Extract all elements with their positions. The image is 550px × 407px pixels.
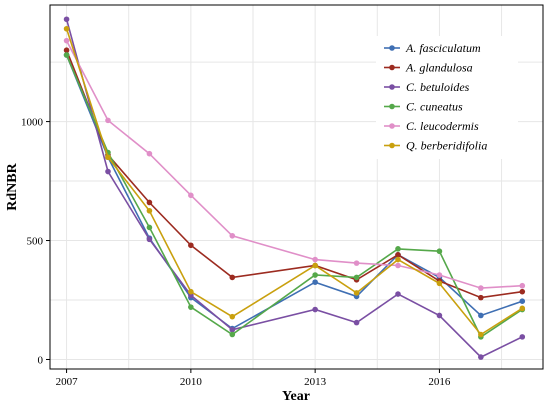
- data-point-a-glandulosa: [478, 294, 484, 301]
- legend: A. fasciculatum A. glandulosa C. betuloide…: [376, 36, 518, 159]
- data-point-q-berberidifolia: [105, 154, 111, 161]
- data-point-q-berberidifolia: [436, 280, 443, 287]
- data-point-c-cuneatus: [146, 224, 153, 231]
- data-point-a-glandulosa: [519, 288, 526, 295]
- data-point-c-leucodermis: [146, 150, 153, 157]
- legend-label: C. cuneatus: [406, 100, 463, 114]
- legend-label: C. leucodermis: [406, 119, 479, 133]
- legend-swatch-point: [389, 123, 395, 129]
- legend-label: A. fasciculatum: [405, 41, 481, 55]
- legend-swatch-point: [389, 84, 395, 90]
- legend-label: A. glandulosa: [405, 61, 473, 75]
- data-point-c-betuloides: [478, 354, 484, 360]
- series-lines: [63, 16, 526, 360]
- legend-swatch-point: [389, 142, 395, 149]
- x-tick-label: 2016: [428, 376, 451, 388]
- legend-label: C. betuloides: [406, 80, 470, 94]
- y-tick-label: 0: [38, 354, 44, 366]
- data-point-q-berberidifolia: [146, 207, 153, 214]
- data-point-q-berberidifolia: [353, 290, 360, 296]
- data-point-c-betuloides: [353, 319, 360, 326]
- data-point-c-leucodermis: [353, 260, 360, 266]
- data-point-c-leucodermis: [63, 37, 70, 44]
- data-point-c-leucodermis: [229, 232, 236, 239]
- grid-lines: [50, 5, 543, 369]
- y-tick-label: 500: [27, 236, 44, 248]
- x-tick-label: 2013: [304, 376, 327, 388]
- data-point-a-fasciculatum: [519, 298, 526, 304]
- data-point-c-leucodermis: [519, 282, 526, 289]
- axes: 2007 2010 2013 2016 0 500 1000: [21, 117, 451, 388]
- data-point-c-cuneatus: [353, 274, 360, 281]
- data-point-q-berberidifolia: [312, 262, 318, 269]
- data-point-c-cuneatus: [312, 272, 318, 278]
- data-point-c-cuneatus: [229, 331, 236, 338]
- plot-border: [49, 4, 544, 370]
- data-point-q-berberidifolia: [478, 331, 484, 338]
- data-point-c-betuloides: [146, 236, 153, 243]
- data-point-c-betuloides: [436, 312, 443, 319]
- data-point-q-berberidifolia: [188, 288, 194, 295]
- data-point-q-berberidifolia: [229, 313, 236, 320]
- data-point-q-berberidifolia: [519, 305, 526, 312]
- data-point-c-betuloides: [519, 334, 526, 340]
- data-point-c-betuloides: [395, 291, 401, 297]
- data-point-c-cuneatus: [395, 246, 401, 252]
- data-point-c-cuneatus: [63, 52, 70, 58]
- legend-swatch-point: [389, 45, 395, 51]
- data-point-c-cuneatus: [436, 248, 443, 255]
- y-axis-title: RdNBR: [5, 162, 20, 210]
- data-point-a-glandulosa: [146, 199, 153, 206]
- data-point-c-cuneatus: [188, 304, 194, 310]
- data-point-c-leucodermis: [188, 192, 194, 199]
- data-point-c-betuloides: [312, 306, 318, 313]
- x-tick-label: 2007: [56, 376, 79, 388]
- data-point-c-betuloides: [105, 168, 111, 175]
- data-point-q-berberidifolia: [63, 25, 70, 32]
- data-point-c-betuloides: [63, 16, 70, 23]
- x-tick-label: 2010: [180, 376, 203, 388]
- legend-swatch-point: [389, 64, 395, 71]
- data-point-c-leucodermis: [395, 262, 401, 269]
- data-point-c-leucodermis: [436, 272, 443, 278]
- data-point-a-glandulosa: [63, 47, 70, 54]
- data-point-q-berberidifolia: [395, 256, 401, 263]
- data-point-a-glandulosa: [188, 242, 194, 249]
- data-point-c-betuloides: [229, 326, 236, 333]
- data-point-a-glandulosa: [395, 252, 401, 258]
- data-point-a-fasciculatum: [312, 279, 318, 285]
- legend-swatch-point: [389, 103, 395, 110]
- data-point-c-leucodermis: [312, 256, 318, 263]
- x-axis-title: Year: [282, 389, 310, 404]
- data-point-c-leucodermis: [478, 285, 484, 291]
- legend-box: [376, 36, 518, 159]
- data-point-a-glandulosa: [229, 274, 236, 281]
- legend-label: Q. berberidifolia: [406, 139, 487, 153]
- data-point-a-fasciculatum: [478, 312, 484, 319]
- data-point-c-leucodermis: [105, 117, 111, 124]
- y-tick-label: 1000: [21, 117, 44, 129]
